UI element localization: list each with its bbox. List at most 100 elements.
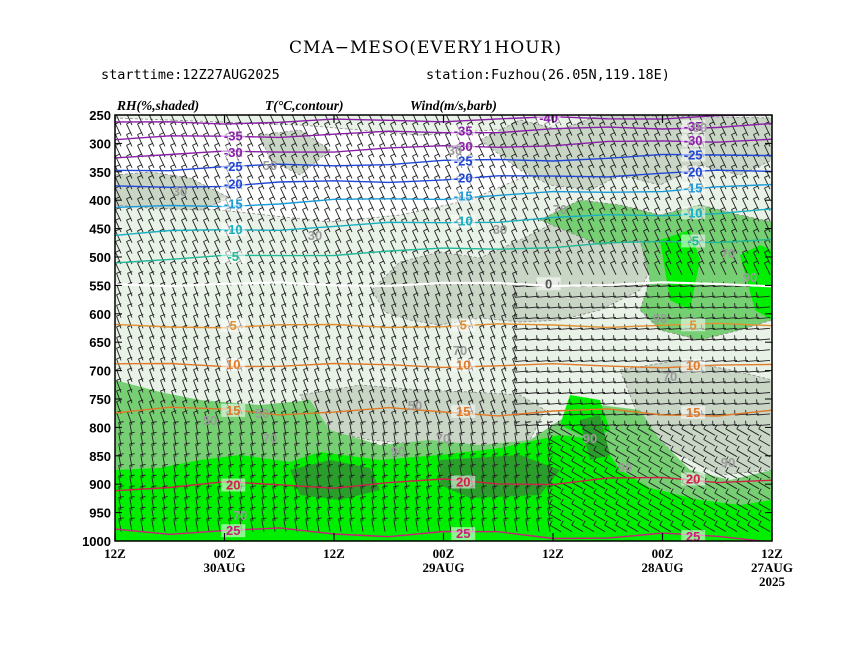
wind-barb: [511, 198, 518, 211]
wind-barb-flag: [622, 111, 627, 113]
wind-barb-flag: [349, 453, 355, 456]
wind-barb-flag: [160, 410, 166, 413]
wind-barb-flag: [588, 217, 594, 221]
wind-barb: [270, 380, 276, 393]
wind-barb-flag: [258, 217, 264, 221]
wind-barb-flag: [127, 292, 133, 296]
wind-barb-flag: [369, 335, 375, 338]
wind-barb: [336, 273, 342, 286]
wind-barb: [327, 518, 331, 532]
wind-barb-flag: [272, 463, 278, 466]
wind-barb-flag: [547, 421, 553, 423]
wind-barb-flag: [492, 485, 498, 488]
wind-barb: [214, 187, 221, 201]
wind-barb-flag: [577, 153, 583, 157]
wind-barb: [413, 348, 419, 361]
wind-barb: [402, 273, 408, 286]
wind-barb-flag: [665, 185, 671, 189]
wind-barb-flag: [621, 206, 627, 210]
wind-barb: [192, 241, 199, 254]
wind-barb: [391, 315, 397, 329]
wind-barb: [577, 177, 584, 190]
wind-barb: [203, 252, 210, 265]
wind-barb-flag: [481, 474, 487, 477]
wind-barb: [324, 262, 331, 275]
wind-barb-flag: [118, 517, 124, 520]
wind-barb: [390, 209, 397, 222]
wind-barb: [204, 369, 210, 382]
temp-contour-label: 25: [226, 523, 240, 538]
wind-barb-flag: [648, 434, 652, 440]
wind-barb: [204, 294, 210, 308]
wind-barb: [456, 230, 463, 243]
wind-barb: [358, 401, 364, 415]
wind-barb-flag: [217, 431, 223, 434]
wind-barb-flag: [555, 164, 561, 168]
wind-barb: [204, 337, 210, 350]
wind-barb-flag: [126, 164, 132, 168]
wind-barb: [643, 252, 650, 265]
wind-barb: [490, 380, 496, 393]
wind-barb: [560, 471, 573, 479]
wind-barb: [291, 262, 298, 275]
x-tick-label: 12Z: [323, 546, 345, 561]
wind-barb-flag: [203, 164, 209, 168]
wind-barb: [316, 518, 320, 532]
wind-barb-flag: [659, 434, 663, 440]
wind-barb-flag: [533, 153, 539, 157]
wind-barb: [479, 326, 485, 340]
wind-barb: [182, 326, 188, 340]
wind-barb: [336, 369, 342, 382]
wind-barb: [435, 294, 441, 308]
wind-barb: [610, 145, 617, 158]
wind-barb-flag: [445, 164, 451, 168]
wind-barb: [549, 492, 562, 500]
wind-barb-flag: [239, 453, 245, 456]
wind-barb-flag: [250, 442, 256, 445]
wind-barb: [151, 518, 155, 532]
wind-barb-flag: [434, 249, 440, 253]
wind-barb: [522, 230, 529, 243]
wind-barb-flag: [338, 496, 344, 498]
wind-barb: [670, 449, 683, 458]
wind-barb: [292, 348, 298, 361]
wind-barb-flag: [338, 463, 344, 466]
wind-barb: [369, 369, 375, 382]
wind-barb: [347, 380, 353, 393]
wind-barb-flag: [643, 185, 649, 189]
wind-barb-flag: [434, 164, 440, 168]
wind-barb-flag: [511, 217, 517, 221]
wind-barb-flag: [390, 260, 396, 264]
wind-barb: [610, 230, 617, 243]
wind-barb: [335, 198, 342, 211]
wind-barb: [676, 220, 683, 233]
wind-barb: [346, 177, 353, 190]
wind-barb: [380, 326, 386, 340]
wind-barb-flag: [138, 313, 144, 317]
wind-barb-flag: [280, 185, 286, 189]
wind-barb-flag: [313, 174, 319, 178]
wind-barb-flag: [566, 132, 572, 136]
wind-barb: [676, 155, 683, 168]
wind-barb-flag: [270, 271, 276, 274]
wind-barb: [193, 337, 199, 350]
wind-barb-flag: [434, 185, 440, 189]
wind-barb-flag: [137, 153, 143, 157]
wind-barb-flag: [302, 206, 308, 210]
wind-barb-flag: [435, 356, 441, 360]
wind-barb-flag: [670, 445, 674, 451]
wind-barb-flag: [327, 485, 333, 488]
wind-barb-flag: [426, 506, 432, 509]
wind-barb: [192, 230, 199, 243]
wind-barb-flag: [490, 313, 496, 317]
wind-barb: [402, 380, 408, 393]
wind-barb: [137, 209, 144, 222]
wind-barb-flag: [676, 217, 682, 221]
wind-barb-flag: [280, 239, 286, 243]
wind-barb-flag: [338, 421, 344, 423]
wind-barb: [445, 155, 452, 168]
wind-barb-flag: [173, 421, 179, 423]
wind-barb: [632, 155, 639, 168]
wind-barb: [423, 230, 430, 243]
wind-barb: [501, 369, 507, 382]
